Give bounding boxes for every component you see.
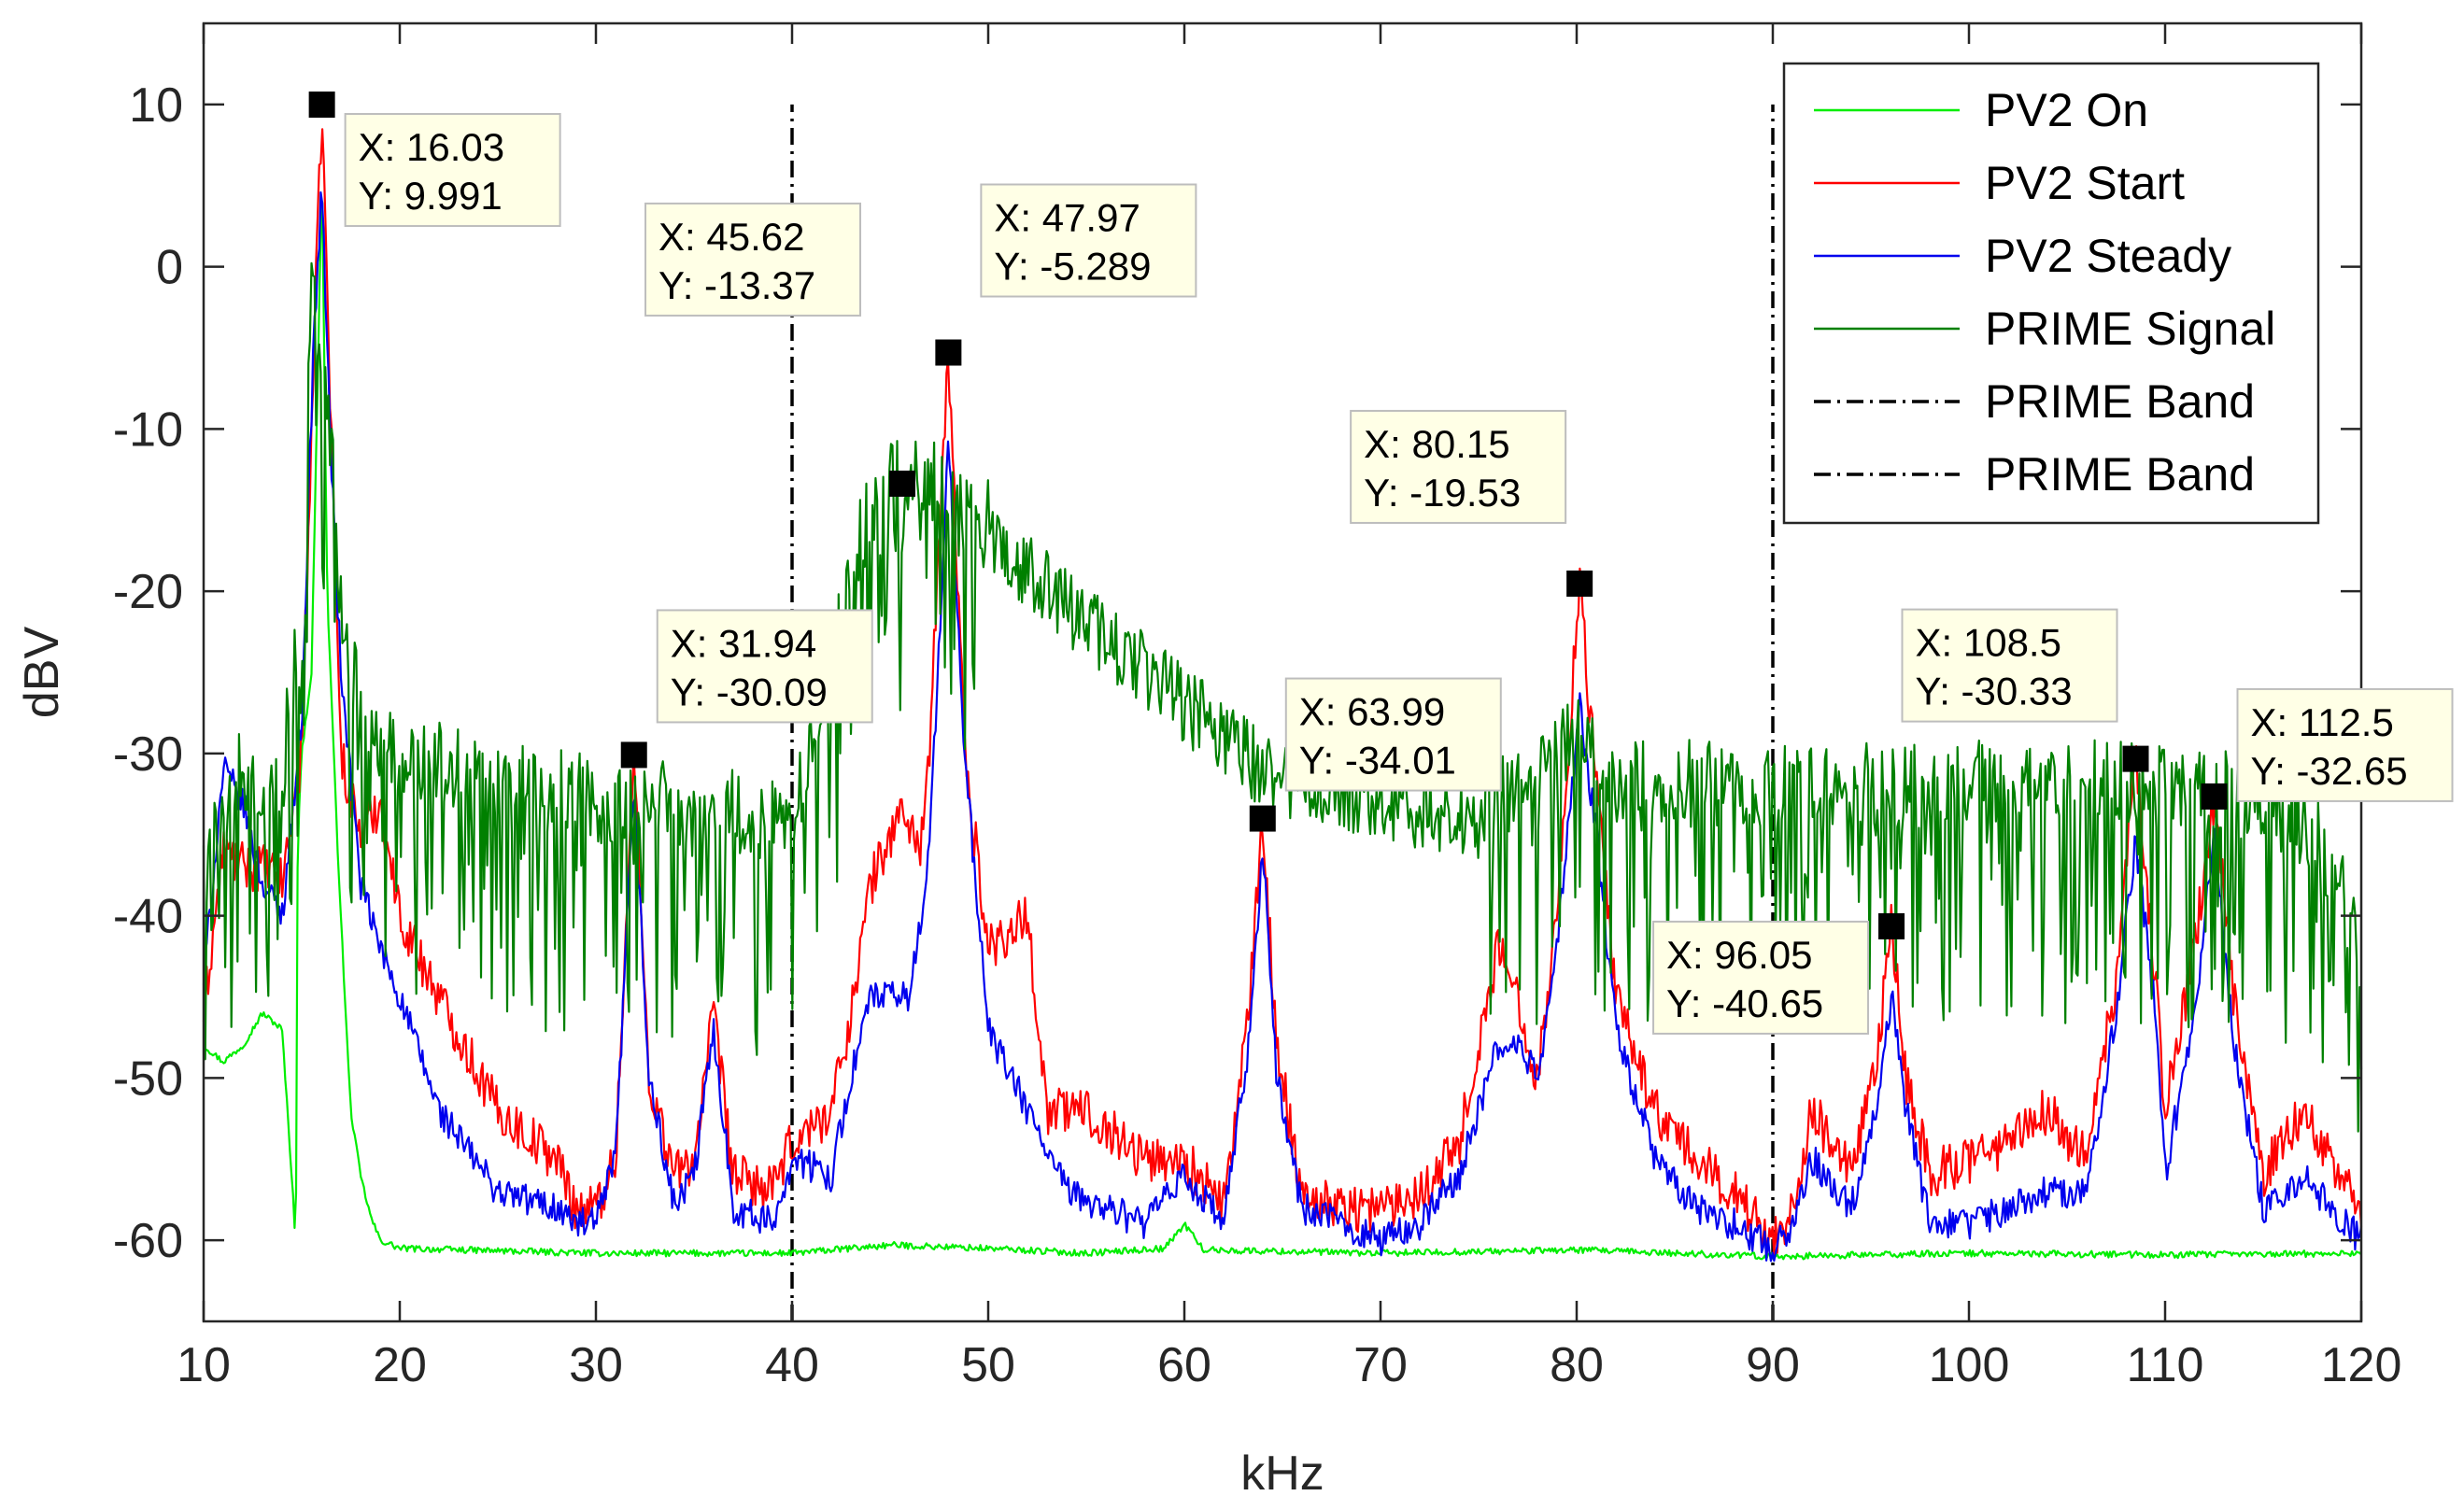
datatip-marker-7 (2201, 783, 2228, 810)
datatip-box-7 (2236, 687, 2454, 802)
x-tick-label-10: 110 (2127, 1338, 2204, 1392)
legend-label-2: PV2 Steady (1985, 230, 2231, 282)
datatip-2: X: 45.62Y: -13.37 (644, 202, 862, 317)
datatip-marker-5 (1249, 805, 1276, 832)
datatip-box-1 (980, 183, 1197, 298)
legend-label-4: PRIME Band (1985, 375, 2255, 428)
datatip-x-label-7: X: 112.5 (2251, 700, 2394, 744)
datatip-box-8 (1652, 920, 1870, 1035)
legend: PV2 On PV2 Start PV2 Steady PRIME Signal PRI… (1782, 62, 2320, 525)
y-tick-label-7: -60 (113, 1214, 183, 1268)
datatip-box-3 (1350, 409, 1567, 524)
y-tick-label-1: 0 (156, 241, 183, 295)
datatip-box-0 (344, 113, 561, 228)
datatip-4: X: 31.94 Y: -30.09 (656, 609, 873, 724)
datatip-y-label-7: Y: -32.65 (2251, 749, 2408, 793)
legend-label-3: PRIME Signal (1985, 303, 2275, 355)
datatip-markers (308, 92, 2228, 939)
datatip-3: X: 80.15 Y: -19.53 (1350, 409, 1567, 524)
datatip-x-label-1: X: 47.97 (994, 196, 1140, 240)
datatip-box-2 (644, 202, 862, 317)
datatip-y-label-4: Y: -30.09 (671, 670, 828, 713)
series-pv2-on (203, 201, 2362, 1261)
datatip-y-label-3: Y: -19.53 (1364, 471, 1521, 515)
plot-frame (202, 21, 2363, 1323)
datatip-marker-2 (889, 470, 916, 497)
y-tick-label-0: 10 (129, 78, 183, 133)
datatip-box-4 (656, 609, 873, 724)
x-tick-label-1: 20 (373, 1338, 427, 1392)
datatip-marker-4 (620, 741, 647, 769)
x-tick-label-7: 80 (1550, 1338, 1604, 1392)
datatip-x-label-0: X: 16.03 (359, 125, 504, 169)
y-tick-label-5: -40 (113, 890, 183, 944)
datatip-y-label-1: Y: -5.289 (994, 245, 1151, 289)
y-tick-label-4: -30 (113, 727, 183, 782)
datatip-marker-3 (1566, 570, 1593, 597)
x-tick-label-11: 120 (2321, 1338, 2402, 1392)
x-tick-label-4: 50 (961, 1338, 1015, 1392)
x-tick-label-6: 70 (1353, 1338, 1408, 1392)
datatip-5: X: 63.99 Y: -34.01 (1284, 677, 1502, 792)
datatip-marker-6 (2122, 745, 2149, 772)
x-tick-label-9: 100 (1929, 1338, 2010, 1392)
series-pv2-start (202, 128, 2363, 1258)
datatip-box-6 (1901, 608, 2118, 723)
x-tick-label-5: 60 (1157, 1338, 1211, 1392)
x-tick-label-3: 40 (765, 1338, 819, 1392)
datatip-box-5 (1284, 677, 1502, 792)
x-tick-label-2: 30 (569, 1338, 623, 1392)
legend-box (1782, 62, 2320, 525)
x-axis-title: kHz (1240, 1446, 1324, 1501)
datatip-0: X: 16.03 Y: 9.991 (344, 113, 561, 228)
datatip-6: X: 108.5 Y: -30.33 (1901, 608, 2118, 723)
datatip-7: X: 112.5 Y: -32.65 (2236, 687, 2454, 802)
datatip-x-label-4: X: 31.94 (671, 621, 816, 665)
datatips: X: 16.03 Y: 9.991 X: 47.97 Y: -5.289 X: 45.6… (344, 113, 2454, 1035)
datatip-x-label-5: X: 63.99 (1299, 690, 1445, 734)
legend-label-1: PV2 Start (1985, 157, 2185, 209)
x-tick-label-0: 10 (177, 1338, 231, 1392)
legend-label-5: PRIME Band (1985, 448, 2255, 501)
y-tick-label-2: -10 (113, 402, 183, 457)
datatip-marker-8 (1878, 912, 1905, 939)
series-pv2-steady (202, 191, 2363, 1263)
datatip-y-label-2: Y: -13.37 (658, 263, 815, 307)
series-lines (202, 128, 2363, 1263)
datatip-8: X: 96.05Y: -40.65 (1652, 920, 1870, 1035)
datatip-y-label-6: Y: -30.33 (1916, 670, 2073, 713)
datatip-1: X: 47.97 Y: -5.289 (980, 183, 1197, 298)
datatip-x-label-2: X: 45.62 (658, 215, 804, 259)
series-prime-signal (202, 261, 2363, 1133)
axis-ticks: 10 20 30 40 50 60 70 80 90 100 110 120100-10-20-30-… (113, 23, 2402, 1392)
datatip-marker-0 (308, 92, 335, 119)
y-tick-label-6: -50 (113, 1051, 183, 1106)
datatip-y-label-5: Y: -34.01 (1299, 739, 1456, 783)
datatip-x-label-3: X: 80.15 (1364, 422, 1509, 466)
datatip-y-label-8: Y: -40.65 (1666, 981, 1823, 1025)
x-tick-label-8: 90 (1746, 1338, 1800, 1392)
datatip-marker-1 (935, 339, 962, 366)
datatip-x-label-8: X: 96.05 (1666, 933, 1812, 977)
datatip-x-label-6: X: 108.5 (1916, 621, 2061, 665)
y-tick-label-3: -20 (113, 565, 183, 619)
y-axis-title: dBV (15, 627, 69, 719)
datatip-y-label-0: Y: 9.991 (359, 174, 503, 218)
legend-label-0: PV2 On (1985, 84, 2148, 136)
